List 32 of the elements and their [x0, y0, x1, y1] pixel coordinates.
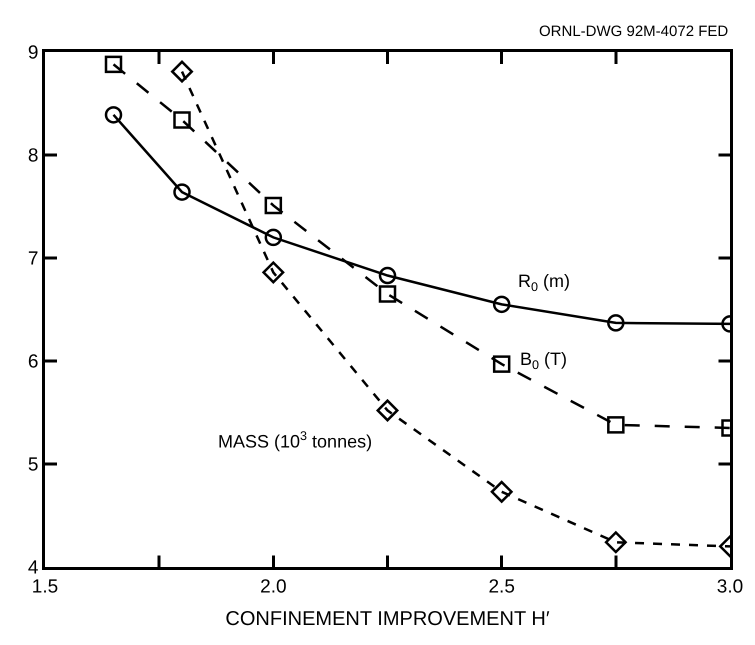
point: [490, 480, 513, 503]
point: [378, 285, 396, 303]
series-label: R$_{0}$ (m): [518, 271, 570, 294]
y-tick-label: 5: [28, 454, 38, 476]
x-tick-label: 2.0: [260, 576, 287, 598]
point: [492, 355, 510, 373]
point: [173, 183, 191, 201]
y-tick-label: 8: [28, 146, 38, 167]
point: [264, 228, 282, 246]
point: [492, 296, 510, 314]
x-axis-title: CONFINEMENT IMPROVEMENT H′: [225, 608, 550, 630]
y-tick-label: 9: [28, 42, 38, 64]
point: [262, 261, 284, 284]
series-label: MASS (10$^{3}$ tonnes): [218, 429, 372, 452]
x-tick-label: 2.5: [488, 576, 515, 598]
point: [604, 531, 627, 554]
point: [607, 416, 625, 434]
point: [104, 106, 122, 124]
point: [171, 60, 193, 83]
point: [607, 314, 625, 332]
text: ORNL-DWG 92M-4072 FED: [539, 23, 728, 40]
point: [378, 266, 396, 284]
point: [173, 111, 191, 129]
y-tick-label: 6: [28, 352, 38, 373]
point: [264, 196, 282, 214]
point: [104, 56, 122, 74]
x-tick-label: 1.5: [32, 576, 58, 598]
y-tick-label: 7: [28, 248, 38, 270]
y-tick-label: 4: [28, 558, 39, 579]
x-tick-label: 3.0: [716, 576, 744, 598]
series-label: B$_{0}$ (T): [520, 349, 568, 372]
point: [376, 399, 398, 422]
